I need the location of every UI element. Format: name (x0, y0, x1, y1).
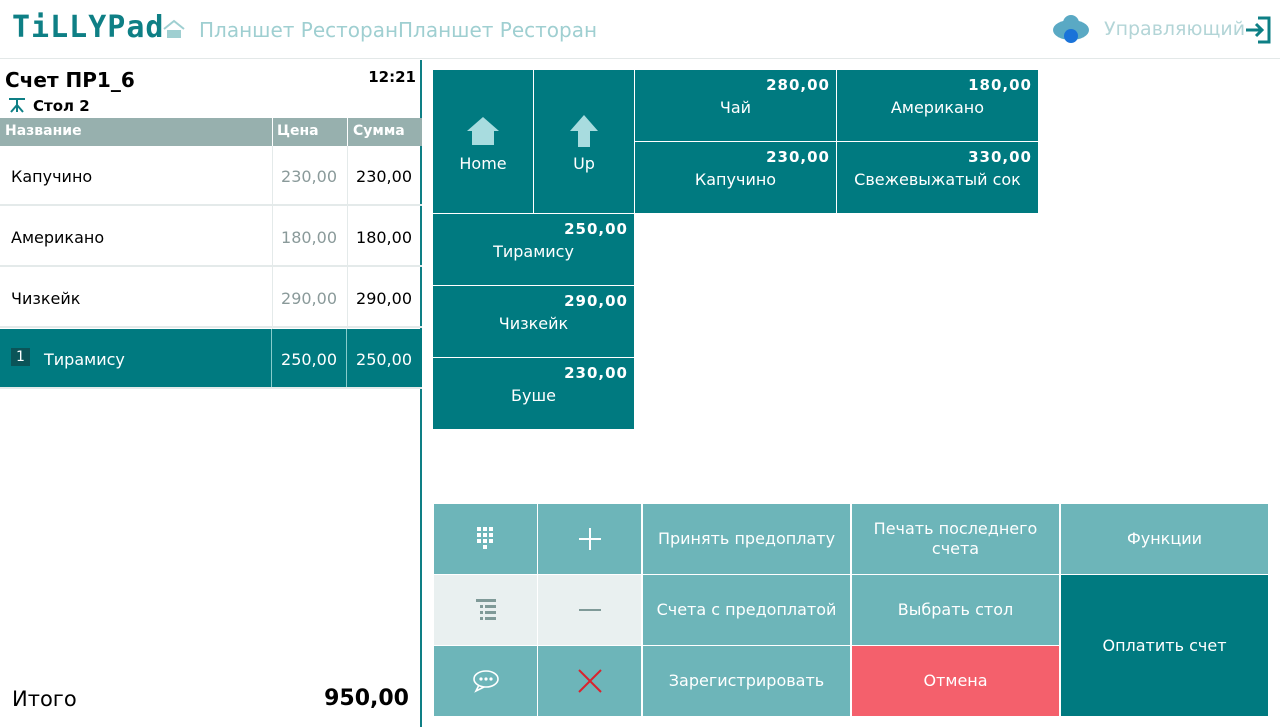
item-sum: 180,00 (356, 228, 412, 247)
menu-item[interactable]: 230,00 Буше (433, 358, 635, 430)
menu-item[interactable]: 250,00 Тирамису (433, 214, 635, 286)
item-name: Чизкейк (498, 314, 569, 333)
home-icon[interactable] (162, 19, 186, 41)
order-title: Счет ПР1_6 (5, 68, 135, 92)
logo: TiLLYPad (12, 10, 165, 45)
item-price: 280,00 (766, 76, 830, 94)
pay-button[interactable]: Оплатить счет (1061, 575, 1268, 716)
menu-item[interactable]: 180,00 Американо (837, 70, 1039, 142)
minus-button[interactable] (538, 575, 641, 645)
col-sum: Сумма (347, 118, 405, 146)
item-price: 180,00 (281, 228, 337, 247)
logout-icon[interactable] (1244, 16, 1272, 44)
col-price: Цена (272, 118, 319, 146)
comment-icon (472, 670, 499, 693)
col-name: Название (5, 123, 82, 139)
breadcrumb-1[interactable]: Планшет Ресторан (199, 18, 399, 42)
prepay-button[interactable]: Принять предоплату (643, 504, 850, 574)
comment-button[interactable] (434, 646, 537, 716)
item-sum: 230,00 (356, 167, 412, 186)
cancel-button[interactable]: Отмена (852, 646, 1059, 716)
table-name: Стол 2 (33, 97, 90, 115)
item-name: Капучино (11, 167, 93, 186)
delete-button[interactable] (538, 646, 641, 716)
table-icon (9, 98, 25, 113)
item-sum: 290,00 (356, 289, 412, 308)
item-name: Капучино (694, 170, 777, 189)
order-row[interactable]: Капучино 230,00 230,00 (0, 146, 422, 206)
minus-icon (578, 609, 601, 611)
list-icon (475, 599, 496, 620)
menu-item[interactable]: 230,00 Капучино (635, 142, 837, 214)
item-price: 330,00 (968, 148, 1032, 166)
breadcrumb-2[interactable]: Планшет Ресторан (398, 18, 598, 42)
home-tile[interactable]: Home (433, 70, 534, 214)
keypad-icon (476, 527, 493, 549)
item-name: Чай (719, 98, 752, 117)
choose-table-button[interactable]: Выбрать стол (852, 575, 1059, 645)
item-name: Тирамису (493, 242, 574, 261)
order-time: 12:21 (368, 68, 416, 86)
menu-item[interactable]: 290,00 Чизкейк (433, 286, 635, 358)
arrow-up-icon (570, 115, 598, 147)
order-row[interactable]: Чизкейк 290,00 290,00 (0, 268, 422, 328)
item-price: 180,00 (968, 76, 1032, 94)
up-label: Up (573, 154, 595, 173)
item-name: Тирамису (44, 350, 125, 369)
total-label: Итого (12, 687, 77, 711)
home-icon (467, 117, 499, 145)
functions-button[interactable]: Функции (1061, 504, 1268, 574)
order-panel: Счет ПР1_6 12:21 Стол 2 Название Цена Су… (0, 60, 422, 727)
item-price: 230,00 (281, 167, 337, 186)
up-tile[interactable]: Up (534, 70, 635, 214)
item-name: Чизкейк (11, 289, 81, 308)
item-price: 230,00 (766, 148, 830, 166)
order-row[interactable]: Американо 180,00 180,00 (0, 207, 422, 267)
register-button[interactable]: Зарегистрировать (643, 646, 850, 716)
item-price: 230,00 (564, 364, 628, 382)
prepaid-bills-button[interactable]: Счета с предоплатой (643, 575, 850, 645)
item-name: Свежевыжатый сок (854, 170, 1021, 189)
item-name: Американо (11, 228, 105, 247)
keypad-button[interactable] (434, 504, 537, 574)
home-label: Home (459, 154, 507, 173)
item-price: 290,00 (281, 289, 337, 308)
item-price: 250,00 (281, 350, 337, 369)
header: TiLLYPad Планшет Ресторан Планшет Рестор… (0, 0, 1280, 59)
menu-item[interactable]: 280,00 Чай (635, 70, 837, 142)
item-name: Буше (511, 386, 556, 405)
item-qty-badge: 1 (11, 348, 30, 366)
total-value: 950,00 (324, 686, 409, 711)
plus-icon (578, 528, 601, 550)
table-header: Название Цена Сумма (0, 118, 422, 146)
item-price: 250,00 (564, 220, 628, 238)
list-button[interactable] (434, 575, 537, 645)
menu-item[interactable]: 330,00 Свежевыжатый сок (837, 142, 1039, 214)
item-name: Американо (890, 98, 985, 117)
item-sum: 250,00 (356, 350, 412, 369)
item-price: 290,00 (564, 292, 628, 310)
close-icon (577, 669, 602, 693)
order-row-selected[interactable]: 1 Тирамису 250,00 250,00 (0, 329, 422, 389)
cloud-sync-icon[interactable] (1051, 14, 1091, 46)
print-last-button[interactable]: Печать последнего счета (852, 504, 1059, 574)
user-name[interactable]: Управляющий (1104, 18, 1246, 40)
plus-button[interactable] (538, 504, 641, 574)
